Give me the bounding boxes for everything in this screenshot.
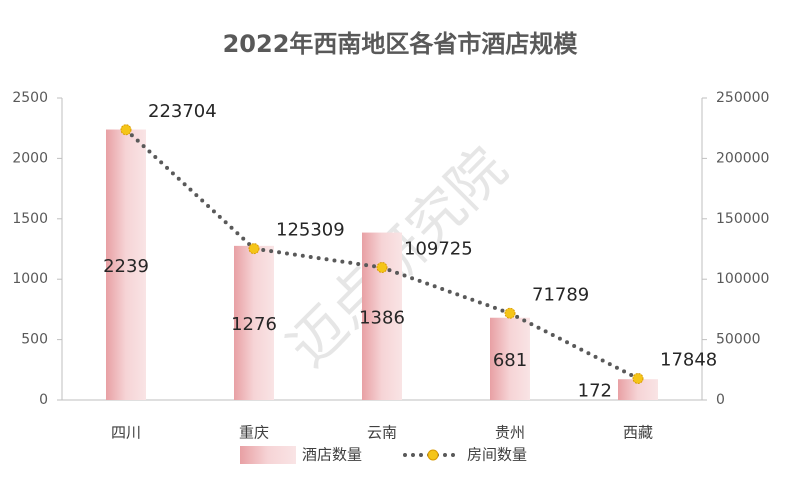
line-label: 71789 [532,284,589,305]
bar [234,245,274,400]
y-tick-label: 1500 [12,211,48,227]
line-marker [120,124,132,136]
x-tick-label: 重庆 [239,424,269,442]
legend-swatch [240,446,296,464]
line-label: 125309 [276,220,345,241]
line-marker [632,372,644,384]
x-tick-label: 四川 [111,424,141,442]
line-marker [504,307,516,319]
line-label: 223704 [148,101,217,122]
bar-label: 172 [578,381,612,402]
legend-label: 房间数量 [467,446,527,464]
line-marker [248,243,260,255]
x-tick-label: 贵州 [495,424,525,442]
x-tick-label: 西藏 [623,424,653,442]
y-tick-label: 0 [39,392,48,408]
bar [106,129,146,400]
bar [490,317,530,400]
line-label: 17848 [660,349,717,370]
bar [618,379,658,400]
bar-label: 1276 [231,314,277,335]
y2-tick-label: 250000 [716,90,769,106]
y2-tick-label: 150000 [716,211,769,227]
y2-tick-label: 200000 [716,150,769,166]
line-marker [376,261,388,273]
y-tick-label: 2500 [12,90,48,106]
x-tick-label: 云南 [367,424,397,442]
legend-marker [427,449,439,461]
y-tick-label: 2000 [12,150,48,166]
legend-label: 酒店数量 [302,446,362,464]
line-label: 109725 [404,238,473,259]
y-tick-label: 1000 [12,271,48,287]
bar-label: 1386 [359,307,405,328]
bar-label: 2239 [103,256,149,277]
chart-title: 2022年西南地区各省市酒店规模 [223,30,579,58]
y-tick-label: 500 [21,332,48,348]
y2-tick-label: 100000 [716,271,769,287]
y2-tick-label: 0 [716,392,725,408]
bar-label: 681 [493,350,527,371]
bar [362,232,402,400]
y2-tick-label: 50000 [716,332,761,348]
